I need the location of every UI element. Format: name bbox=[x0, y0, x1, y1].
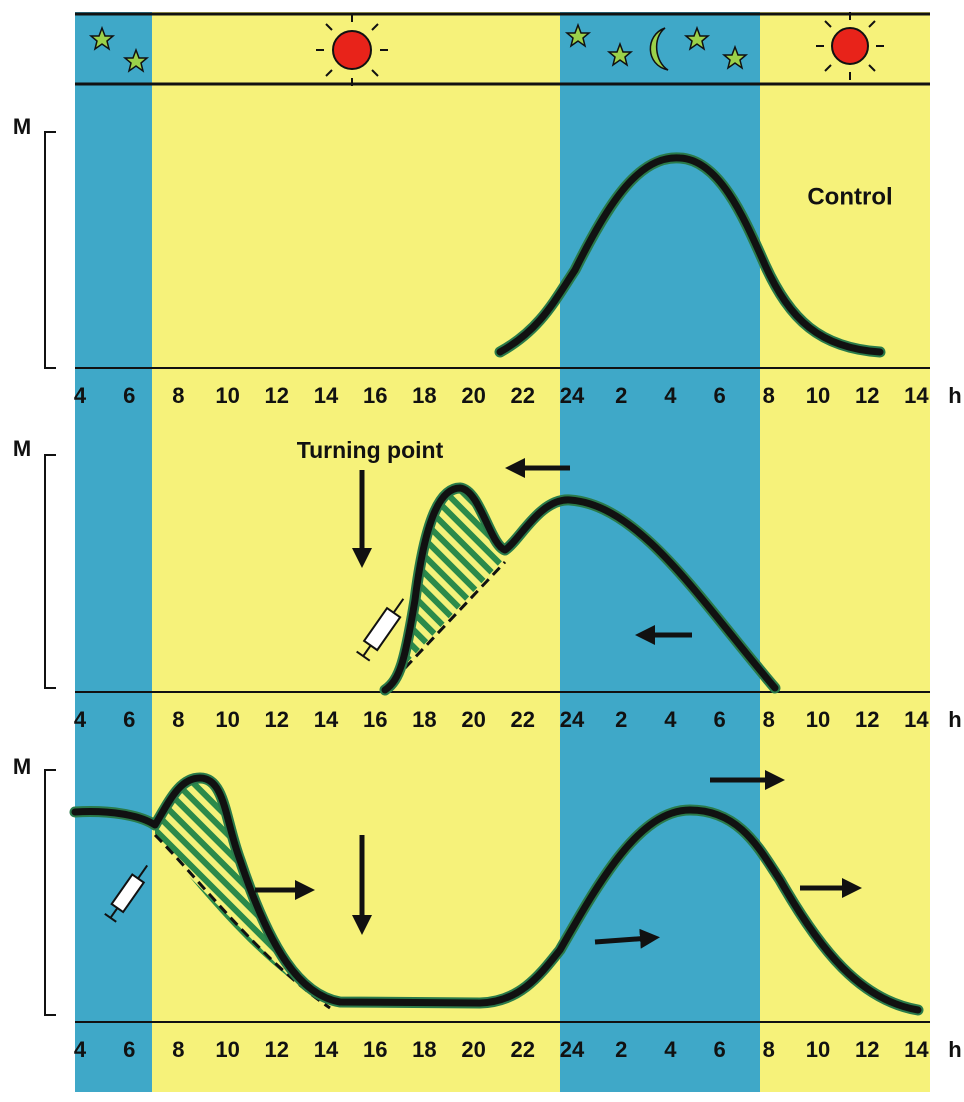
axis-label: 8 bbox=[763, 383, 775, 408]
axis-label: 18 bbox=[412, 707, 436, 732]
night-band bbox=[75, 12, 152, 1092]
axis-label: 2 bbox=[615, 383, 627, 408]
axis-label: 10 bbox=[806, 383, 830, 408]
axis-label: 4 bbox=[74, 707, 87, 732]
axis-label: 12 bbox=[265, 383, 289, 408]
annotation: Turning point bbox=[297, 437, 444, 463]
arrow bbox=[594, 928, 660, 949]
axis-label: 6 bbox=[123, 1037, 135, 1062]
axis-label: 4 bbox=[664, 707, 677, 732]
axis-label: 4 bbox=[664, 1037, 677, 1062]
axis-label: 24 bbox=[560, 1037, 585, 1062]
axis-label: 6 bbox=[713, 1037, 725, 1062]
axis-label: 12 bbox=[855, 1037, 879, 1062]
syringe-icon bbox=[104, 864, 149, 923]
axis-label: 4 bbox=[74, 383, 87, 408]
axis-label: 18 bbox=[412, 1037, 436, 1062]
axis-label: 18 bbox=[412, 383, 436, 408]
axis-label: 24 bbox=[560, 707, 585, 732]
axis-label: 6 bbox=[123, 707, 135, 732]
y-label: M bbox=[13, 754, 31, 779]
axis-label: 6 bbox=[713, 383, 725, 408]
axis-label: 14 bbox=[904, 383, 929, 408]
axis-label: 14 bbox=[904, 707, 929, 732]
axis-label: 8 bbox=[172, 1037, 184, 1062]
axis-label: 10 bbox=[215, 707, 239, 732]
hatched-area bbox=[155, 780, 325, 1002]
axis-label: 10 bbox=[215, 1037, 239, 1062]
dashed-curve bbox=[403, 560, 507, 670]
axis-label: 10 bbox=[806, 1037, 830, 1062]
night-icons bbox=[88, 22, 749, 73]
axis-label: 8 bbox=[172, 383, 184, 408]
axis-label: 4 bbox=[664, 383, 677, 408]
axis-label: 8 bbox=[763, 1037, 775, 1062]
axis-label: 12 bbox=[265, 1037, 289, 1062]
axis-label: 20 bbox=[461, 707, 485, 732]
axis-label: 8 bbox=[172, 707, 184, 732]
melatonin-curve bbox=[381, 484, 779, 694]
axis-label: 6 bbox=[713, 707, 725, 732]
sun-icon bbox=[316, 14, 388, 86]
axis-label: 16 bbox=[363, 1037, 387, 1062]
axis-unit: h bbox=[948, 383, 961, 408]
axis-label: 2 bbox=[615, 1037, 627, 1062]
axis-label: 6 bbox=[123, 383, 135, 408]
axis-label: 4 bbox=[74, 1037, 87, 1062]
axis-unit: h bbox=[948, 707, 961, 732]
axis-label: 8 bbox=[763, 707, 775, 732]
melatonin-curve bbox=[496, 154, 884, 356]
bracket bbox=[44, 769, 56, 1016]
melatonin-curve bbox=[71, 774, 922, 1014]
axis-label: 14 bbox=[904, 1037, 929, 1062]
syringe-icon bbox=[356, 598, 405, 662]
axis-label: 22 bbox=[511, 1037, 535, 1062]
bracket bbox=[44, 131, 56, 369]
axis-label: 12 bbox=[855, 383, 879, 408]
axis-label: 12 bbox=[855, 707, 879, 732]
axis-label: 22 bbox=[511, 383, 535, 408]
y-label: M bbox=[13, 114, 31, 139]
axis-unit: h bbox=[948, 1037, 961, 1062]
annotation: Control bbox=[807, 183, 892, 210]
axis-label: 14 bbox=[314, 707, 339, 732]
axis-label: 24 bbox=[560, 383, 585, 408]
bracket bbox=[44, 454, 56, 689]
axis-label: 16 bbox=[363, 383, 387, 408]
axis-label: 10 bbox=[806, 707, 830, 732]
y-label: M bbox=[13, 436, 31, 461]
axis-label: 16 bbox=[363, 707, 387, 732]
sun-icon bbox=[816, 12, 884, 80]
axis-label: 20 bbox=[461, 1037, 485, 1062]
axis-label: 20 bbox=[461, 383, 485, 408]
axis-label: 12 bbox=[265, 707, 289, 732]
axis-label: 2 bbox=[615, 707, 627, 732]
axis-label: 22 bbox=[511, 707, 535, 732]
axis-label: 10 bbox=[215, 383, 239, 408]
axis-label: 14 bbox=[314, 1037, 339, 1062]
axis-label: 14 bbox=[314, 383, 339, 408]
